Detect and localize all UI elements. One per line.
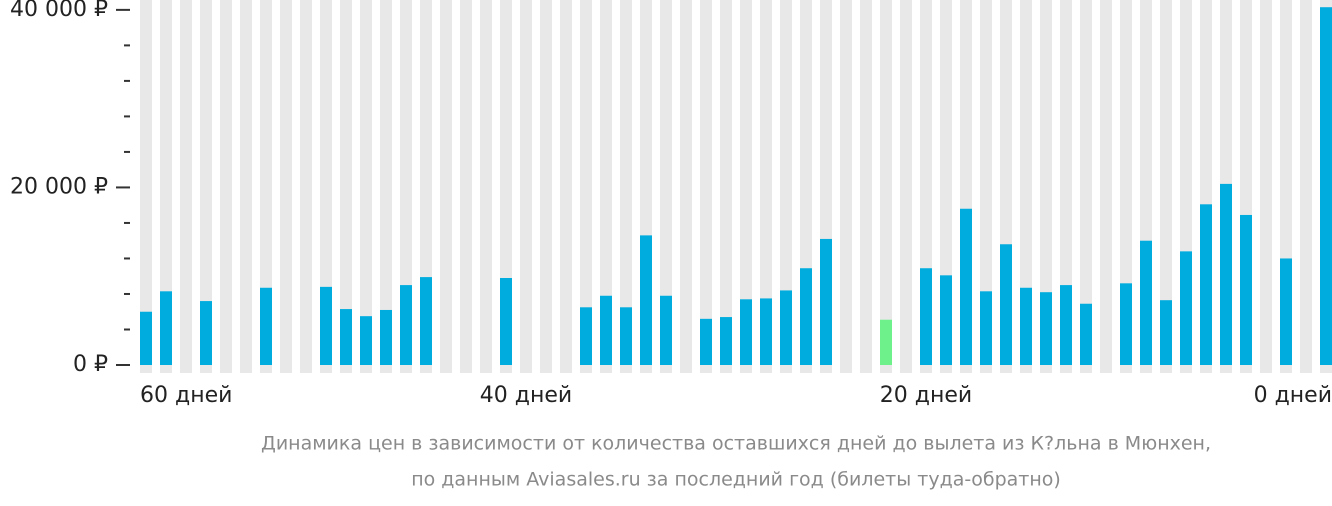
bar [920, 268, 932, 365]
bar [320, 286, 332, 365]
bar [720, 317, 732, 365]
column-background [620, 0, 632, 373]
y-tick-label: 40 000 ₽ [10, 0, 108, 22]
column-background [200, 0, 212, 373]
column-background [440, 0, 452, 373]
column-background [680, 0, 692, 373]
bar [1240, 214, 1252, 365]
column-background [540, 0, 552, 373]
bar [380, 309, 392, 365]
column-background [260, 0, 272, 373]
bar [660, 295, 672, 365]
column-background [1300, 0, 1312, 373]
bar [1000, 244, 1012, 365]
column-background [1040, 0, 1052, 373]
column-background [140, 0, 152, 373]
column-background [1260, 0, 1272, 373]
bar [140, 311, 152, 365]
column-background [720, 0, 732, 373]
caption: по данным Aviasales.ru за последний год … [411, 469, 1061, 491]
column-background [760, 0, 772, 373]
column-background [600, 0, 612, 373]
bar [420, 277, 432, 365]
bar [1080, 303, 1092, 365]
column-background [480, 0, 492, 373]
y-tick-label: 20 000 ₽ [10, 174, 108, 199]
column-background [860, 0, 872, 373]
bar [940, 275, 952, 365]
bar [1320, 7, 1332, 366]
column-background [160, 0, 172, 373]
bar [880, 319, 892, 365]
column-background [1060, 0, 1072, 373]
x-tick-label: 20 дней [880, 383, 972, 408]
column-background [1080, 0, 1092, 373]
bar [640, 235, 652, 365]
column-background [300, 0, 312, 373]
column-background [180, 0, 192, 373]
column-background [520, 0, 532, 373]
caption: Динамика цен в зависимости от количества… [261, 433, 1211, 455]
column-background [220, 0, 232, 373]
column-background [580, 0, 592, 373]
bar [1160, 300, 1172, 365]
bar [360, 316, 372, 365]
column-background [980, 0, 992, 373]
bar [1200, 204, 1212, 365]
column-background [400, 0, 412, 373]
bar [800, 268, 812, 365]
bar [1140, 240, 1152, 365]
column-background [1020, 0, 1032, 373]
bar [780, 290, 792, 365]
bar [600, 295, 612, 365]
column-background [840, 0, 852, 373]
bar [1040, 292, 1052, 365]
bar [1120, 283, 1132, 365]
bar [1020, 287, 1032, 365]
bar [740, 299, 752, 365]
x-tick-label: 40 дней [480, 383, 572, 408]
bar [1180, 251, 1192, 365]
column-background [380, 0, 392, 373]
bar [580, 307, 592, 365]
bar [1280, 258, 1292, 365]
bar [500, 277, 512, 365]
column-background [340, 0, 352, 373]
y-tick-label: 0 ₽ [73, 352, 108, 377]
column-background [320, 0, 332, 373]
column-background [240, 0, 252, 373]
bar [700, 318, 712, 365]
column-background [900, 0, 912, 373]
column-background [560, 0, 572, 373]
column-background [660, 0, 672, 373]
column-background [360, 0, 372, 373]
bar [400, 285, 412, 365]
bar [960, 208, 972, 365]
column-background [780, 0, 792, 373]
bar [820, 238, 832, 365]
column-background [740, 0, 752, 373]
column-background [880, 0, 892, 373]
bar [1220, 183, 1232, 365]
bar [980, 291, 992, 365]
bar [760, 298, 772, 365]
column-background [280, 0, 292, 373]
bar [260, 287, 272, 365]
column-background [700, 0, 712, 373]
column-background [1120, 0, 1132, 373]
x-tick-label: 60 дней [140, 383, 232, 408]
bar [1060, 285, 1072, 365]
bar [160, 291, 172, 365]
bar [340, 309, 352, 365]
bar [620, 307, 632, 365]
x-tick-label: 0 дней [1254, 383, 1332, 408]
column-background [1160, 0, 1172, 373]
bar [200, 301, 212, 365]
column-background [1100, 0, 1112, 373]
column-background [460, 0, 472, 373]
